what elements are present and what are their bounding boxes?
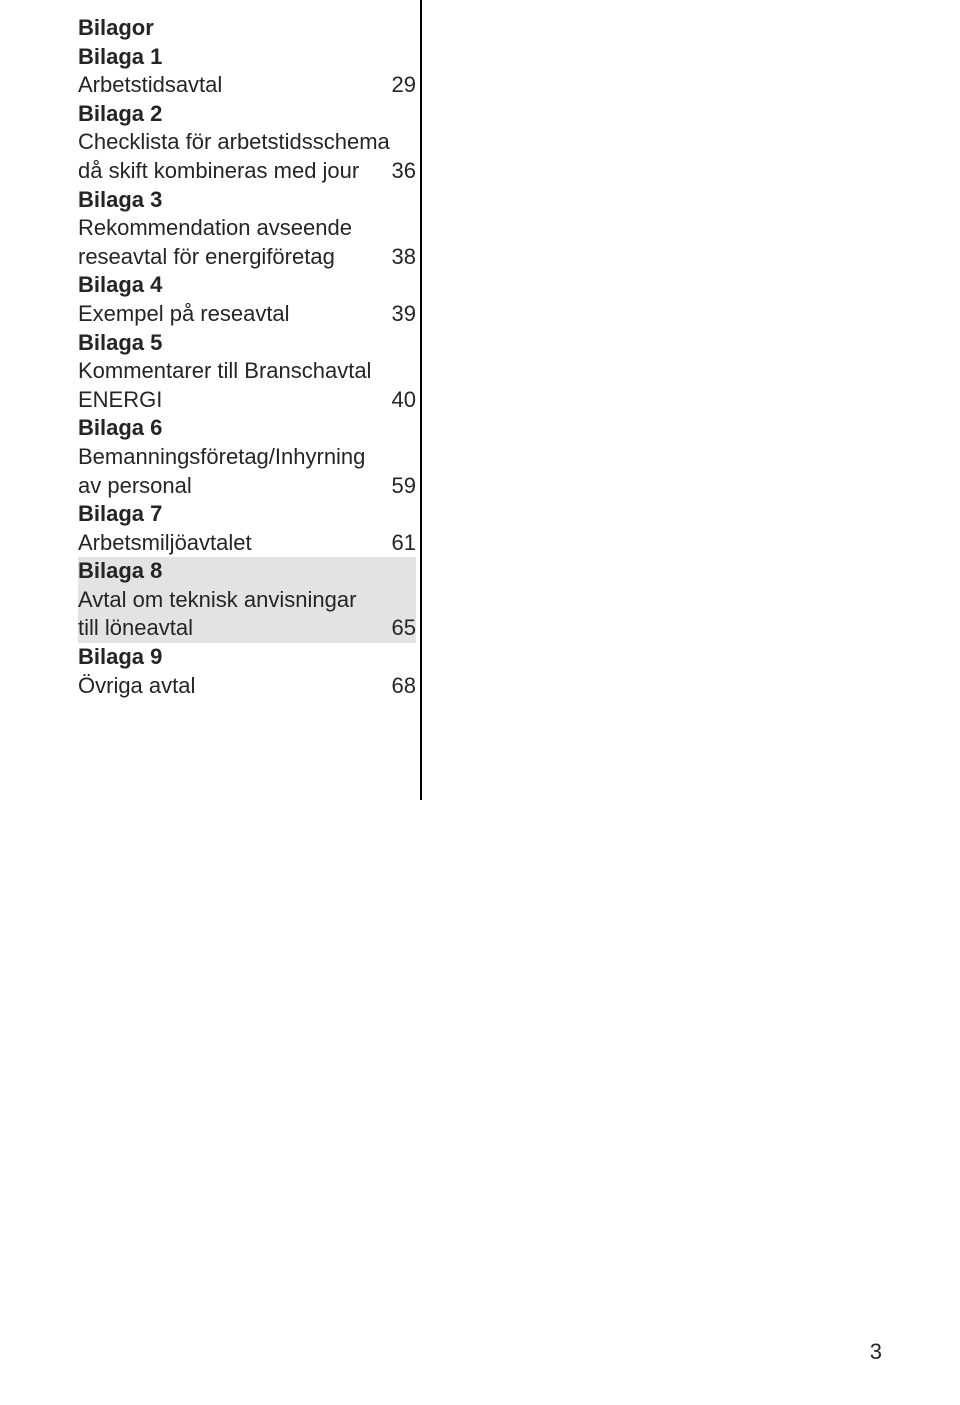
toc-entry-label: Exempel på reseavtal: [78, 300, 376, 329]
toc-entry-label: Arbetsmiljöavtalet: [78, 529, 376, 558]
toc-item-heading: Bilaga 2: [78, 100, 416, 129]
toc-entry-label: ENERGI: [78, 386, 376, 415]
toc-entry: Arbetsmiljöavtalet 61: [78, 529, 416, 558]
toc-item-heading: Bilaga 1: [78, 43, 416, 72]
toc-entry-line: Rekommendation avseende: [78, 214, 416, 243]
toc-entry-label: reseavtal för energiföretag: [78, 243, 376, 272]
toc-entry: av personal 59: [78, 472, 416, 501]
page-number: 3: [870, 1339, 882, 1365]
toc-item-heading: Bilaga 8: [78, 557, 416, 586]
toc-entry-page: 65: [376, 614, 416, 643]
toc-entry-page: 38: [376, 243, 416, 272]
toc-entry-page: 40: [376, 386, 416, 415]
toc-entry-label: då skift kombineras med jour: [78, 157, 376, 186]
toc-section-heading: Bilagor: [78, 14, 416, 43]
toc-entry-line: Kommentarer till Branschavtal: [78, 357, 416, 386]
toc-entry-label: till löneavtal: [78, 614, 376, 643]
page: Bilagor Bilaga 1 Arbetstidsavtal 29 Bila…: [0, 0, 960, 1405]
toc-item: Bilaga 5 Kommentarer till Branschavtal E…: [78, 329, 416, 415]
toc-entry-label: Kommentarer till Branschavtal: [78, 357, 416, 386]
toc-entry-label: Rekommendation avseende: [78, 214, 416, 243]
toc-entry: Arbetstidsavtal 29: [78, 71, 416, 100]
toc-item-heading: Bilaga 9: [78, 643, 416, 672]
toc-content: Bilagor Bilaga 1 Arbetstidsavtal 29 Bila…: [78, 14, 416, 700]
toc-entry: reseavtal för energiföretag 38: [78, 243, 416, 272]
vertical-divider: [420, 0, 422, 800]
toc-item-heading: Bilaga 4: [78, 271, 416, 300]
toc-entry-page: 61: [376, 529, 416, 558]
toc-item: Bilaga 3 Rekommendation avseende reseavt…: [78, 186, 416, 272]
toc-entry-label: av personal: [78, 472, 376, 501]
toc-entry-label: Övriga avtal: [78, 672, 376, 701]
toc-entry-page: 59: [376, 472, 416, 501]
toc-item-heading: Bilaga 5: [78, 329, 416, 358]
toc-item: Bilaga 1 Arbetstidsavtal 29: [78, 43, 416, 100]
toc-item: Bilaga 7 Arbetsmiljöavtalet 61: [78, 500, 416, 557]
toc-item: Bilaga 6 Bemanningsföretag/Inhyrning av …: [78, 414, 416, 500]
toc-entry-page: 36: [376, 157, 416, 186]
toc-entry-label: Bemanningsföretag/Inhyrning: [78, 443, 416, 472]
toc-entry-label: Arbetstidsavtal: [78, 71, 376, 100]
toc-entry-page: 39: [376, 300, 416, 329]
toc-item: Bilaga 4 Exempel på reseavtal 39: [78, 271, 416, 328]
toc-item: Bilaga 9 Övriga avtal 68: [78, 643, 416, 700]
toc-entry-line: Checklista för arbetstidsschema: [78, 128, 416, 157]
toc-item-heading: Bilaga 7: [78, 500, 416, 529]
toc-entry: Exempel på reseavtal 39: [78, 300, 416, 329]
toc-item-highlighted: Bilaga 8 Avtal om teknisk anvisningar ti…: [78, 557, 416, 643]
toc-entry-page: 68: [376, 672, 416, 701]
toc-entry-line: Avtal om teknisk anvisningar: [78, 586, 416, 615]
toc-entry-line: Bemanningsföretag/Inhyrning: [78, 443, 416, 472]
toc-item-heading: Bilaga 6: [78, 414, 416, 443]
toc-entry: då skift kombineras med jour 36: [78, 157, 416, 186]
toc-entry-page: 29: [376, 71, 416, 100]
toc-entry: Övriga avtal 68: [78, 672, 416, 701]
toc-item-heading: Bilaga 3: [78, 186, 416, 215]
toc-item: Bilaga 2 Checklista för arbetstidsschema…: [78, 100, 416, 186]
toc-entry-label: Checklista för arbetstidsschema: [78, 128, 416, 157]
toc-entry: ENERGI 40: [78, 386, 416, 415]
toc-entry: till löneavtal 65: [78, 614, 416, 643]
toc-entry-label: Avtal om teknisk anvisningar: [78, 586, 416, 615]
